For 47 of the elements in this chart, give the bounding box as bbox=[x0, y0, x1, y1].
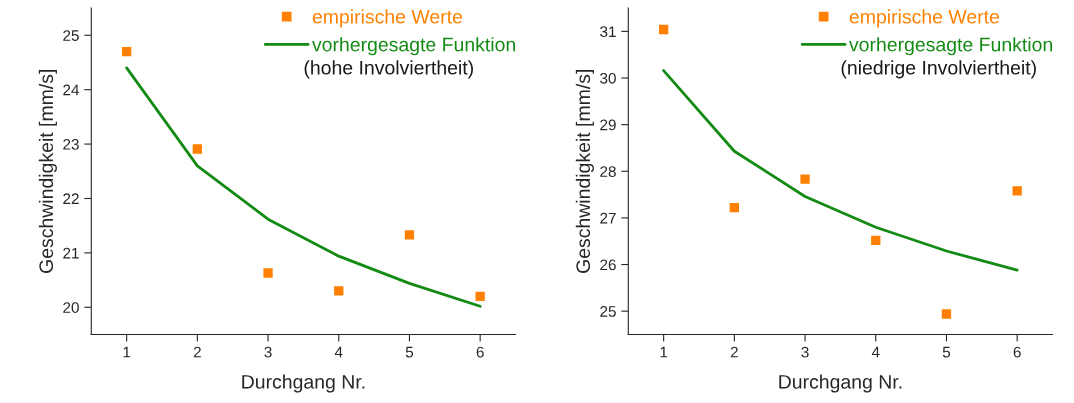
x-tick-label: 5 bbox=[405, 346, 414, 358]
point bbox=[658, 24, 669, 35]
legend-label: empirische Werte bbox=[849, 9, 1000, 28]
x-tick-label: 3 bbox=[801, 346, 809, 358]
x-tick-label: 2 bbox=[193, 346, 201, 358]
y-tick-label: 25 bbox=[63, 30, 79, 41]
y-tick-label: 26 bbox=[600, 259, 616, 271]
legend-label: empirische Werte bbox=[312, 9, 463, 28]
y-tick-label: 29 bbox=[600, 119, 616, 131]
legend-label: vorhergesagte Funktion bbox=[849, 37, 1052, 56]
x-tick-label: 4 bbox=[334, 346, 343, 358]
point bbox=[475, 291, 485, 302]
x-tick-label: 3 bbox=[264, 346, 272, 358]
point bbox=[192, 144, 203, 154]
y-tick-label: 23 bbox=[63, 138, 79, 150]
point bbox=[729, 202, 740, 213]
point bbox=[121, 46, 132, 57]
x-tick-label: 1 bbox=[123, 346, 131, 358]
y-tick-label: 27 bbox=[600, 212, 616, 224]
annotation: (hohe Involviertheit) bbox=[304, 60, 473, 79]
point bbox=[800, 174, 810, 184]
y-tick-label: 30 bbox=[600, 72, 616, 84]
y-tick-label: 20 bbox=[63, 302, 79, 313]
y-axis-title: Geschwindigkeit [mm/s] bbox=[575, 70, 594, 273]
point bbox=[941, 309, 952, 319]
y-axis-title: Geschwindigkeit [mm/s] bbox=[38, 70, 57, 273]
point bbox=[263, 268, 273, 278]
x-tick-label: 1 bbox=[660, 346, 668, 358]
x-axis-title: Durchgang Nr. bbox=[242, 374, 365, 393]
legend-label: vorhergesagte Funktion bbox=[312, 37, 515, 56]
x-tick-label: 2 bbox=[730, 346, 738, 358]
x-axis-title: Durchgang Nr. bbox=[779, 374, 902, 393]
annotation: (niedrige Involviertheit) bbox=[841, 60, 1036, 79]
x-tick-label: 6 bbox=[1013, 346, 1021, 358]
y-tick-label: 22 bbox=[63, 193, 79, 205]
x-tick-label: 6 bbox=[476, 346, 484, 358]
point bbox=[404, 230, 415, 240]
y-tick-label: 31 bbox=[600, 26, 616, 38]
point bbox=[334, 286, 344, 296]
x-tick-label: 5 bbox=[942, 346, 951, 358]
point bbox=[871, 235, 881, 245]
point bbox=[1012, 186, 1022, 196]
y-tick-label: 24 bbox=[63, 84, 80, 96]
y-tick-label: 21 bbox=[63, 247, 79, 259]
y-tick-label: 28 bbox=[600, 166, 616, 177]
x-tick-label: 4 bbox=[871, 346, 880, 358]
y-tick-label: 25 bbox=[600, 306, 616, 317]
